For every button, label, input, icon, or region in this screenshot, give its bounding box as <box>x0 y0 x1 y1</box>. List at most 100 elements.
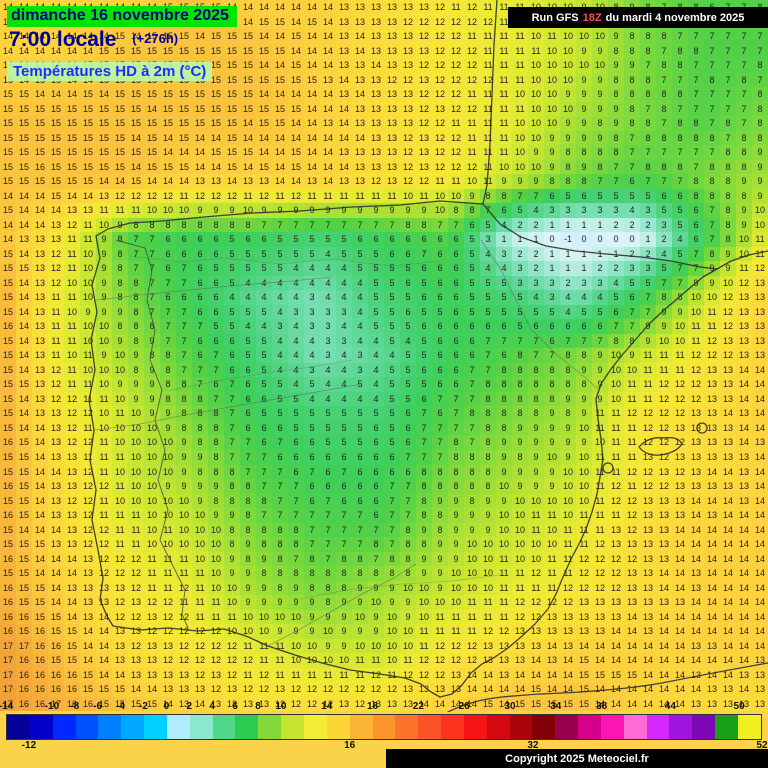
temp-cell: 6 <box>656 188 672 204</box>
temp-cell: 7 <box>688 261 704 276</box>
temp-cell: 11 <box>608 464 624 480</box>
temp-cell: 11 <box>640 391 656 407</box>
temp-cell: 11 <box>448 609 464 625</box>
temp-cell: 8 <box>400 217 416 233</box>
temp-cell: 16 <box>32 667 48 683</box>
temp-cell: 13 <box>704 508 720 523</box>
temp-cell: 13 <box>656 595 672 610</box>
temp-cell: 15 <box>96 696 112 712</box>
temp-cell: 7 <box>720 130 736 146</box>
temp-cell: 14 <box>32 87 48 102</box>
temp-cell: 14 <box>320 87 336 102</box>
temp-cell: 13 <box>688 580 704 596</box>
temp-cell: 16 <box>32 696 48 712</box>
temp-cell: 6 <box>272 449 288 465</box>
temp-cell: 5 <box>384 420 400 436</box>
temp-cell: 10 <box>80 275 96 291</box>
temp-cell: 13 <box>704 420 720 436</box>
temp-cell: 5 <box>352 246 368 262</box>
temp-cell: 14 <box>48 29 64 44</box>
temp-cell: 14 <box>208 130 224 146</box>
temp-cell: 12 <box>624 406 640 421</box>
temp-cell: 11 <box>224 609 240 625</box>
temp-cell: 8 <box>480 377 496 392</box>
temp-cell: 14 <box>656 609 672 625</box>
temp-cell: 13 <box>496 638 512 654</box>
temp-cell: 8 <box>496 420 512 436</box>
temp-cell: 10 <box>288 638 304 654</box>
temp-cell: 15 <box>16 537 32 552</box>
temp-cell: 10 <box>624 362 640 378</box>
temp-cell: 13 <box>352 58 368 73</box>
temp-cell: 13 <box>608 595 624 610</box>
temp-cell: 14 <box>240 14 256 30</box>
temp-cell: 13 <box>416 682 432 697</box>
temp-cell: 15 <box>16 508 32 523</box>
temp-cell: 3 <box>480 232 496 247</box>
temp-cell: 14 <box>688 653 704 668</box>
temp-cell: 11 <box>624 435 640 450</box>
temp-cell: 12 <box>208 188 224 204</box>
temp-cell: 6 <box>208 246 224 262</box>
temp-cell: 15 <box>128 116 144 131</box>
temp-cell: 10 <box>560 493 576 509</box>
temp-cell: 13 <box>720 479 736 494</box>
temp-cell: 12 <box>432 638 448 654</box>
temp-cell: 9 <box>592 130 608 146</box>
temp-cell: 4 <box>352 319 368 334</box>
temp-cell: 8 <box>176 217 192 233</box>
temp-cell: 5 <box>544 304 560 320</box>
temp-cell: 7 <box>128 261 144 276</box>
temp-cell: 8 <box>160 391 176 407</box>
temp-cell: 14 <box>752 406 768 421</box>
temp-cell: 9 <box>304 624 320 639</box>
temp-cell: 5 <box>400 377 416 392</box>
temp-cell: 11 <box>160 522 176 538</box>
temp-cell: 10 <box>464 566 480 581</box>
temp-cell: 8 <box>688 116 704 131</box>
temp-cell: 6 <box>384 232 400 247</box>
temp-cell: 14 <box>640 653 656 668</box>
temp-cell: 12 <box>80 537 96 552</box>
temp-cell: 12 <box>640 464 656 480</box>
temp-cell: 14 <box>304 87 320 102</box>
temp-cell: 15 <box>0 522 16 538</box>
temp-cell: 12 <box>400 72 416 88</box>
temp-cell: 14 <box>336 159 352 175</box>
temp-cell: 9 <box>320 638 336 654</box>
temp-cell: 6 <box>352 464 368 480</box>
temp-cell: 13 <box>496 653 512 668</box>
temp-cell: 12 <box>464 14 480 30</box>
temp-cell: 8 <box>480 391 496 407</box>
temp-cell: 14 <box>256 87 272 102</box>
temp-cell: 13 <box>96 595 112 610</box>
temp-cell: 4 <box>592 290 608 305</box>
temp-cell: 9 <box>336 203 352 218</box>
temp-cell: 15 <box>0 566 16 581</box>
temp-cell: 3 <box>304 362 320 378</box>
temp-cell: 3 <box>560 203 576 218</box>
temp-cell: 15 <box>96 101 112 117</box>
legend-segment <box>29 715 53 739</box>
temp-cell: 13 <box>592 609 608 625</box>
temp-cell: 10 <box>576 58 592 73</box>
temp-cell: 9 <box>640 319 656 334</box>
temp-cell: 13 <box>720 333 736 349</box>
temp-cell: 15 <box>0 130 16 146</box>
temp-cell: 15 <box>16 261 32 276</box>
temp-cell: 8 <box>480 406 496 421</box>
temp-cell: 14 <box>96 653 112 668</box>
temp-cell: 5 <box>288 420 304 436</box>
temp-cell: 7 <box>656 275 672 291</box>
temp-cell: 9 <box>160 420 176 436</box>
temp-cell: 13 <box>128 653 144 668</box>
temp-cell: 8 <box>496 391 512 407</box>
temp-cell: 5 <box>416 333 432 349</box>
temp-cell: 7 <box>656 174 672 189</box>
temp-cell: 3 <box>576 203 592 218</box>
temp-cell: 14 <box>720 464 736 480</box>
temp-cell: 7 <box>336 537 352 552</box>
temp-cell: 5 <box>224 319 240 334</box>
temp-cell: 12 <box>432 87 448 102</box>
temp-cell: 8 <box>704 72 720 88</box>
